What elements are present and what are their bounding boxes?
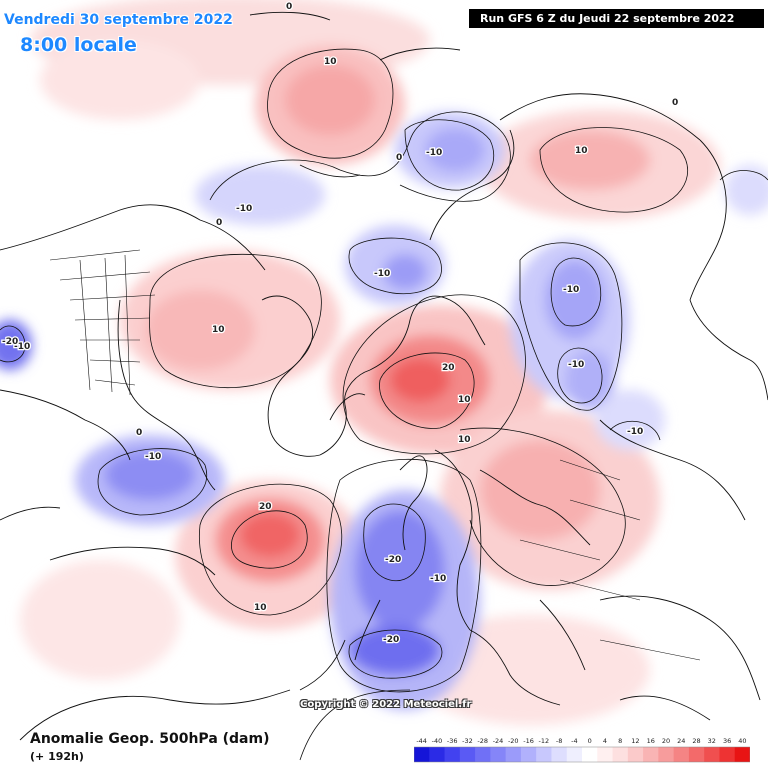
- label-0-barents: 0: [396, 153, 402, 163]
- legend-swatch: [612, 747, 629, 762]
- coastlines: [0, 11, 768, 741]
- contour-lines: [0, 48, 768, 761]
- label-0-canada-north: 0: [216, 218, 222, 228]
- legend-swatch: [444, 747, 461, 762]
- label-minus20-west: -20: [2, 337, 18, 347]
- legend-swatch: [551, 747, 568, 762]
- legend-swatch: [719, 747, 736, 762]
- legend-tick-label: -16: [523, 737, 534, 745]
- label-minus10-arctic: -10: [374, 269, 390, 279]
- legend-tick-label: -4: [571, 737, 577, 745]
- legend-swatch: [658, 747, 675, 762]
- legend-tick-label: -24: [493, 737, 504, 745]
- legend-swatch: [414, 747, 430, 762]
- copyright: Copyright © 2022 Meteociel.fr: [300, 699, 472, 710]
- label-0-east: 0: [672, 98, 678, 108]
- legend-swatch: [597, 747, 614, 762]
- label-10-greenland-sea: 10: [324, 57, 337, 67]
- legend-tick-label: 28: [692, 737, 700, 745]
- label-minus20-europe-south: -20: [383, 635, 399, 645]
- legend-swatch: [459, 747, 476, 762]
- label-0-pacific: 0: [136, 428, 142, 438]
- label-10-canada: 10: [212, 325, 225, 335]
- legend-swatch: [520, 747, 537, 762]
- legend-tick-label: 40: [738, 737, 746, 745]
- legend-swatch: [643, 747, 659, 762]
- legend-tick-label: 12: [631, 737, 639, 745]
- label-10-bering: 10: [458, 435, 471, 445]
- legend-tick-label: 16: [647, 737, 655, 745]
- legend-tick-label: -36: [447, 737, 458, 745]
- label-10-eastsiberia: 10: [575, 146, 588, 156]
- legend-swatch: [627, 747, 644, 762]
- legend-tick-label: 32: [708, 737, 716, 745]
- legend-tick-label: -12: [539, 737, 550, 745]
- legend-tick-label: -32: [462, 737, 473, 745]
- legend-swatch: [490, 747, 507, 762]
- label-minus20-europe-north: -20: [385, 555, 401, 565]
- label-minus10-europe: -10: [430, 574, 446, 584]
- run-info: Run GFS 6 Z du Jeudi 22 septembre 2022: [469, 9, 764, 28]
- label-minus10-canada-north: -10: [236, 204, 252, 214]
- legend-swatch: [429, 747, 446, 762]
- label-20-alaska: 20: [442, 363, 455, 373]
- label-minus10-pacific: -10: [145, 452, 161, 462]
- forecast-date: Vendredi 30 septembre 2022: [4, 12, 233, 28]
- legend-tick-label: -40: [432, 737, 443, 745]
- contour-labels: 0 10 -10 0 10 0 -10 0 -10 -10 -10 10 -20…: [1, 1, 680, 647]
- legend-swatch: [688, 747, 705, 762]
- legend-tick-label: 36: [723, 737, 731, 745]
- forecast-time: 8:00 locale: [20, 34, 137, 56]
- color-legend: -44 -40 -36 -32 -28 -24 -20 -16 -12 -8 -4 0 4 8 12 16 20…: [414, 737, 750, 763]
- label-minus10-siberia: -10: [563, 285, 579, 295]
- legend-tick-label: -28: [477, 737, 488, 745]
- label-minus10-china: -10: [627, 427, 643, 437]
- legend-swatch: [566, 747, 583, 762]
- legend-tick-label: -44: [416, 737, 427, 745]
- legend-tick-label: 24: [677, 737, 685, 745]
- legend-swatch: [734, 747, 750, 762]
- legend-swatch: [475, 747, 491, 762]
- label-minus10-barents: -10: [426, 148, 442, 158]
- label-0-top: 0: [286, 2, 292, 12]
- label-minus10-west: -10: [14, 342, 30, 352]
- legend-tick-label: -8: [556, 737, 562, 745]
- legend-tick-label: 8: [618, 737, 622, 745]
- legend-swatch: [704, 747, 720, 762]
- legend-tick-label: 20: [662, 737, 670, 745]
- legend-tick-label: 4: [603, 737, 607, 745]
- label-10-pacific: 10: [254, 603, 267, 613]
- legend-swatch: [673, 747, 690, 762]
- legend-swatch: [505, 747, 522, 762]
- legend-tick-label: -20: [508, 737, 519, 745]
- label-10-alaska: 10: [458, 395, 471, 405]
- legend-swatch: [582, 747, 598, 762]
- forecast-range: (+ 192h): [30, 750, 84, 763]
- label-20-pacific: 20: [259, 502, 272, 512]
- label-minus10-siberia-south: -10: [568, 360, 584, 370]
- legend-swatch: [536, 747, 552, 762]
- map-title: Anomalie Geop. 500hPa (dam): [30, 731, 270, 747]
- legend-tick-label: 0: [588, 737, 592, 745]
